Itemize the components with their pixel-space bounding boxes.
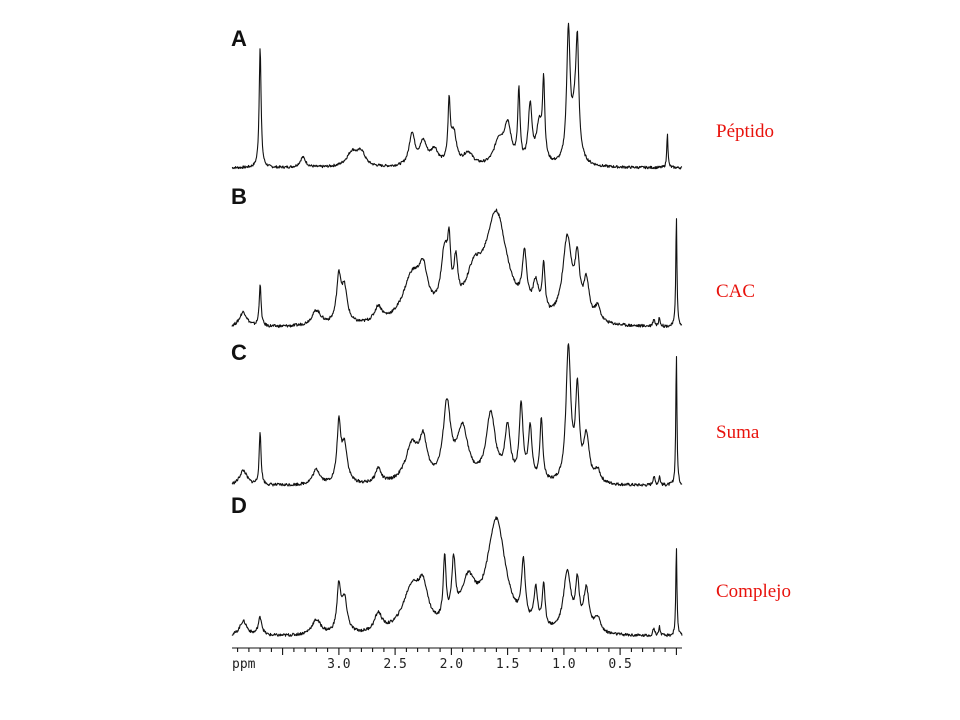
ppm-axis: ppm 3.0 2.5 2.0 1.5 1.0 0.5: [232, 647, 682, 672]
tick-label: 0.5: [608, 657, 631, 672]
label-cac: CAC: [716, 281, 756, 302]
panel-letter-b: B: [231, 184, 247, 209]
panel-b: B: [231, 184, 683, 329]
tick-label: 2.0: [440, 657, 463, 672]
tick-label: 3.0: [327, 657, 350, 672]
label-peptido: Péptido: [716, 121, 775, 142]
panel-a: A: [231, 22, 683, 170]
spectrum-trace-c: [231, 343, 683, 487]
panel-d: D: [231, 493, 683, 638]
label-complejo: Complejo: [716, 581, 791, 602]
spectrum-trace-b: [231, 208, 683, 329]
panel-letter-d: D: [231, 493, 247, 518]
tick-label: 1.5: [496, 657, 519, 672]
spectrum-trace-d: [231, 516, 683, 638]
tick-label: 2.5: [383, 657, 406, 672]
panel-letter-c: C: [231, 340, 247, 365]
panel-letter-a: A: [231, 26, 247, 51]
spectra-panels: A B C D: [231, 22, 683, 638]
panel-c: C: [231, 340, 683, 487]
tick-label: 1.0: [552, 657, 575, 672]
axis-unit-label: ppm: [232, 657, 256, 672]
spectrum-trace-a: [231, 22, 683, 170]
label-suma: Suma: [716, 422, 760, 443]
